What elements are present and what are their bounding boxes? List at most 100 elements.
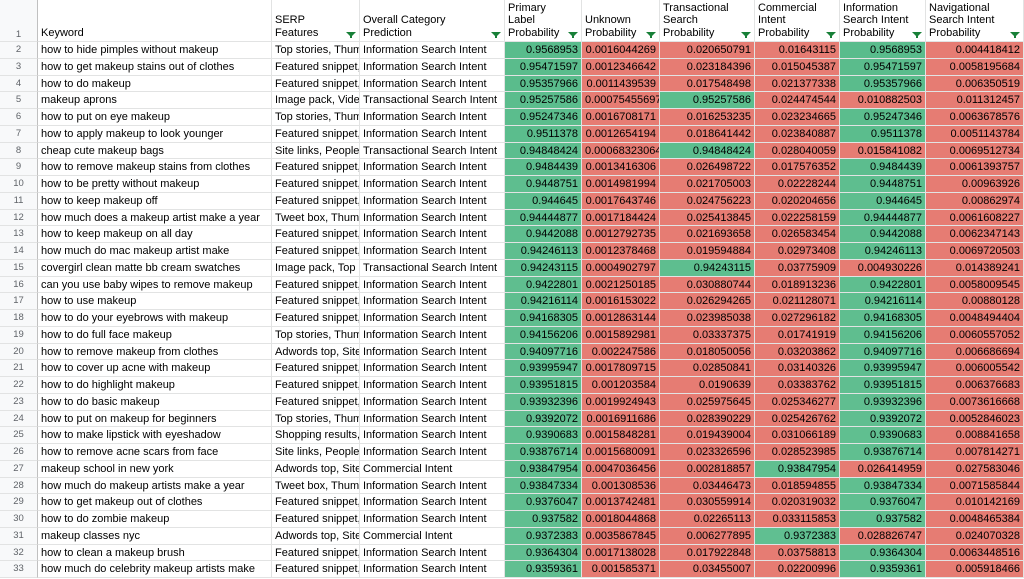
row-number: 20	[0, 343, 38, 361]
text-cell: how to keep makeup off	[38, 192, 272, 210]
text-cell: how to do zombie makeup	[38, 511, 272, 528]
probability-cell: 0.00963926	[926, 176, 1024, 193]
filter-icon[interactable]	[346, 32, 356, 38]
text-cell: Information Search Intent	[360, 293, 505, 310]
row-number: 9	[0, 159, 38, 176]
probability-cell: 0.005918466	[926, 561, 1024, 578]
text-cell: Featured snippet, T	[272, 58, 360, 76]
text-cell: Featured snippet, T	[272, 544, 360, 562]
filter-icon[interactable]	[646, 32, 656, 38]
probability-cell: 0.0071585844	[926, 477, 1024, 495]
probability-cell: 0.0060557052	[926, 326, 1024, 344]
probability-cell: 0.017548498	[660, 75, 755, 93]
row-number: 19	[0, 326, 38, 344]
row-number: 23	[0, 393, 38, 411]
probability-cell: 0.0012792735	[582, 226, 660, 243]
row-number: 26	[0, 444, 38, 461]
probability-cell: 0.94097716	[840, 343, 926, 361]
row-number: 33	[0, 561, 38, 578]
text-cell: how much do makeup artists make a year	[38, 477, 272, 495]
filter-icon[interactable]	[912, 32, 922, 38]
probability-cell: 0.95357966	[840, 75, 926, 93]
probability-cell: 0.9511378	[840, 125, 926, 143]
probability-cell: 0.93995947	[840, 360, 926, 377]
text-cell: how to use makeup	[38, 293, 272, 310]
row-number: 28	[0, 477, 38, 495]
probability-cell: 0.9484439	[505, 159, 582, 176]
text-cell: can you use baby wipes to remove makeup	[38, 276, 272, 294]
probability-cell: 0.006376683	[926, 377, 1024, 394]
probability-cell: 0.026294265	[660, 293, 755, 310]
text-cell: Featured snippet, T	[272, 494, 360, 511]
text-cell: covergirl clean matte bb cream swatches	[38, 259, 272, 277]
text-cell: Information Search Intent	[360, 427, 505, 444]
text-cell: Featured snippet, T	[272, 511, 360, 528]
text-cell: how to remove acne scars from face	[38, 444, 272, 461]
text-cell: Information Search Intent	[360, 176, 505, 193]
filter-icon[interactable]	[741, 32, 751, 38]
probability-cell: 0.010142169	[926, 494, 1024, 511]
probability-cell: 0.95247346	[840, 109, 926, 126]
column-header: Overall Category Prediction	[360, 0, 505, 42]
filter-icon[interactable]	[1010, 32, 1020, 38]
text-cell: Information Search Intent	[360, 159, 505, 176]
probability-cell: 0.0052846023	[926, 410, 1024, 428]
text-cell: Site links, People a	[272, 142, 360, 160]
probability-cell: 0.018641442	[660, 125, 755, 143]
text-cell: Information Search Intent	[360, 511, 505, 528]
text-cell: Information Search Intent	[360, 192, 505, 210]
probability-cell: 0.9448751	[840, 176, 926, 193]
text-cell: Information Search Intent	[360, 243, 505, 260]
probability-cell: 0.004930226	[840, 259, 926, 277]
probability-cell: 0.0016708171	[582, 109, 660, 126]
column-header: Commercial Intent Probability	[755, 0, 840, 42]
probability-cell: 0.94444877	[840, 209, 926, 227]
probability-cell: 0.94444877	[505, 209, 582, 227]
text-cell: how to get makeup out of clothes	[38, 494, 272, 511]
row-number: 22	[0, 377, 38, 394]
text-cell: Featured snippet, T	[272, 159, 360, 176]
probability-cell: 0.016253235	[660, 109, 755, 126]
row-number: 5	[0, 92, 38, 109]
probability-cell: 0.026498722	[660, 159, 755, 176]
text-cell: Featured snippet, F	[272, 561, 360, 578]
text-cell: Adwords top, Site l	[272, 527, 360, 545]
text-cell: how to do highlight makeup	[38, 377, 272, 394]
probability-cell: 0.93932396	[505, 393, 582, 411]
probability-cell: 0.0019924943	[582, 393, 660, 411]
probability-cell: 0.025346277	[755, 393, 840, 411]
probability-cell: 0.010882503	[840, 92, 926, 109]
probability-cell: 0.9376047	[840, 494, 926, 511]
probability-cell: 0.94246113	[505, 243, 582, 260]
filter-icon[interactable]	[826, 32, 836, 38]
probability-cell: 0.0069720503	[926, 243, 1024, 260]
probability-cell: 0.0012378468	[582, 243, 660, 260]
probability-cell: 0.94156206	[840, 326, 926, 344]
probability-cell: 0.018594855	[755, 477, 840, 495]
probability-cell: 0.018913236	[755, 276, 840, 294]
probability-cell: 0.020650791	[660, 42, 755, 59]
text-cell: Image pack, Top st	[272, 259, 360, 277]
probability-cell: 0.020319032	[755, 494, 840, 511]
probability-cell: 0.0051143784	[926, 125, 1024, 143]
probability-cell: 0.93951815	[840, 377, 926, 394]
text-cell: Featured snippet, F	[272, 243, 360, 260]
row-number: 25	[0, 427, 38, 444]
probability-cell: 0.024070328	[926, 527, 1024, 545]
filter-icon[interactable]	[568, 32, 578, 38]
probability-cell: 0.026414959	[840, 460, 926, 478]
probability-cell: 0.024474544	[755, 92, 840, 109]
text-cell: how to put on eye makeup	[38, 109, 272, 126]
probability-cell: 0.0190639	[660, 377, 755, 394]
filter-icon[interactable]	[491, 32, 501, 38]
text-cell: Information Search Intent	[360, 410, 505, 428]
text-cell: Commercial Intent	[360, 460, 505, 478]
text-cell: Information Search Intent	[360, 226, 505, 243]
probability-cell: 0.0015680091	[582, 444, 660, 461]
probability-cell: 0.03203862	[755, 343, 840, 361]
probability-cell: 0.94097716	[505, 343, 582, 361]
text-cell: Information Search Intent	[360, 42, 505, 59]
probability-cell: 0.93951815	[505, 377, 582, 394]
text-cell: how much do celebrity makeup artists mak…	[38, 561, 272, 578]
probability-cell: 0.021377338	[755, 75, 840, 93]
